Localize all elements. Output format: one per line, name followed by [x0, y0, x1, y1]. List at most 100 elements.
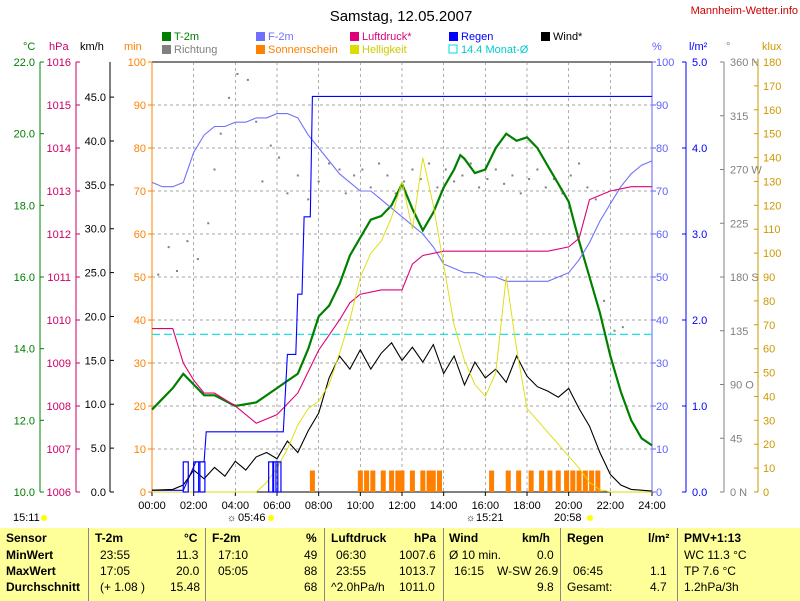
sun-tick-label: 50: [134, 272, 146, 284]
rain-bar: [182, 461, 189, 493]
pressure-tick-label: 1006: [47, 487, 71, 499]
direction-point: [196, 258, 199, 261]
row-label: MinWert: [6, 548, 54, 562]
direction-tick-label: 0 N: [730, 487, 747, 499]
rain-tick-label: 1.0: [692, 401, 707, 413]
direction-point: [261, 180, 264, 183]
x-tick-label: 08:00: [305, 500, 333, 512]
cell-p-val: 1013.7: [399, 564, 436, 578]
unit-sun: min: [124, 41, 142, 53]
cell-t-time: 17:05: [100, 564, 131, 578]
sun-tick-label: 10: [134, 444, 146, 456]
pressure-tick-label: 1009: [47, 358, 71, 370]
direction-point: [444, 168, 447, 171]
cell-t-val: 11.3: [176, 548, 199, 562]
rain-bar: [193, 461, 200, 493]
humidity-tick-label: 10: [656, 444, 668, 456]
legend-swatch-helligkeit: [350, 45, 359, 54]
noon-icon: ☼: [466, 513, 475, 524]
lux-tick-label: 150: [763, 129, 781, 141]
x-tick-label: 04:00: [222, 500, 250, 512]
cell-r-time: 06:45: [573, 564, 604, 578]
wind-tick-label: 25.0: [85, 268, 106, 280]
sunshine-bar: [409, 470, 415, 492]
lux-tick-label: 120: [763, 200, 781, 212]
header-wind-unit: km/h: [522, 531, 551, 545]
cell-t-time: (+ 1.08 ): [100, 580, 146, 594]
table-header-row: Sensor T-2m °C F-2m % Luftdruck hPa Wind…: [0, 531, 800, 546]
unit-temp: °C: [23, 41, 35, 53]
wind-tick-label: 30.0: [85, 224, 106, 236]
rain-tick-label: 0.0: [692, 487, 707, 499]
temp-tick-label: 10.0: [14, 487, 35, 499]
sunrise-dot-icon: [268, 515, 274, 521]
lux-tick-label: 170: [763, 81, 781, 93]
pressure-tick-label: 1011: [47, 272, 71, 284]
sunshine-bar: [370, 470, 376, 492]
legend-swatch-t2m: [162, 32, 171, 41]
cell-f-val: 49: [304, 548, 318, 562]
cell-r-val: 1.1: [650, 564, 667, 578]
wind-tick-label: 40.0: [85, 136, 106, 148]
axis-units: °C hPa km/h min % l/m² ° klux: [23, 41, 782, 53]
direction-point: [603, 299, 606, 302]
rain-bar: [275, 461, 282, 493]
direction-point: [461, 174, 464, 177]
cell-f-val: 68: [304, 580, 318, 594]
x-tick-label: 24:00: [638, 500, 666, 512]
cell-w-val: 9.8: [537, 580, 554, 594]
row-label: MaxWert: [6, 564, 56, 578]
col-separator: [443, 528, 444, 601]
humidity-tick-label: 50: [656, 272, 668, 284]
rain-tick-label: 2.0: [692, 315, 707, 327]
sun-tick-label: 90: [134, 100, 146, 112]
temp-tick-label: 12.0: [14, 415, 35, 427]
direction-point: [219, 132, 222, 135]
header-f2m-unit: %: [306, 531, 317, 545]
legend-swatch-f2m: [256, 32, 265, 41]
direction-point: [586, 186, 589, 189]
sunset-dot-icon: [587, 515, 593, 521]
direction-tick-label: 360 N: [730, 57, 759, 69]
site-name[interactable]: Mannheim-Wetter.info: [691, 5, 798, 17]
legend-label-sonnenschein: Sonnenschein: [268, 44, 338, 56]
wind-tick-label: 45.0: [85, 92, 106, 104]
direction-point: [394, 192, 397, 195]
sunshine-bar: [399, 470, 405, 492]
lux-tick-label: 180: [763, 57, 781, 69]
x-tick-label: 20:00: [555, 500, 583, 512]
header-t2m-unit: °C: [184, 531, 198, 545]
legend-swatch-sonnenschein: [256, 45, 265, 54]
header-wind: Wind: [449, 531, 479, 545]
direction-point: [536, 168, 539, 171]
lux-tick-label: 80: [763, 296, 775, 308]
lux-tick-label: 50: [763, 368, 775, 380]
direction-point: [255, 120, 258, 123]
cell-f-time: 17:10: [218, 548, 249, 562]
y-axes: 10.012.014.016.018.020.022.0100610071008…: [14, 57, 782, 499]
humidity-tick-label: 30: [656, 358, 668, 370]
cell-r-label: Gesamt:: [567, 580, 613, 594]
sunshine-bar: [364, 470, 370, 492]
col-separator: [560, 528, 561, 601]
direction-point: [236, 72, 239, 75]
lux-tick-label: 10: [763, 463, 775, 475]
legend-label-wind: Wind*: [553, 31, 583, 43]
direction-point: [494, 168, 497, 171]
direction-tick-label: 225: [730, 218, 748, 230]
col-separator: [677, 528, 678, 601]
unit-wind: km/h: [80, 41, 104, 53]
unit-humidity: %: [652, 41, 662, 53]
grid: [152, 62, 652, 492]
pressure-tick-label: 1013: [47, 186, 71, 198]
x-tick-label: 10:00: [347, 500, 375, 512]
direction-point: [344, 192, 347, 195]
wind-tick-label: 0.0: [91, 487, 106, 499]
sun-dot-icon: [41, 515, 47, 521]
legend-label-t2m: T-2m: [174, 31, 199, 43]
direction-point: [453, 180, 456, 183]
sunshine-bar: [437, 470, 442, 492]
humidity-tick-label: 100: [656, 57, 674, 69]
lux-tick-label: 160: [763, 105, 781, 117]
direction-point: [578, 162, 581, 165]
